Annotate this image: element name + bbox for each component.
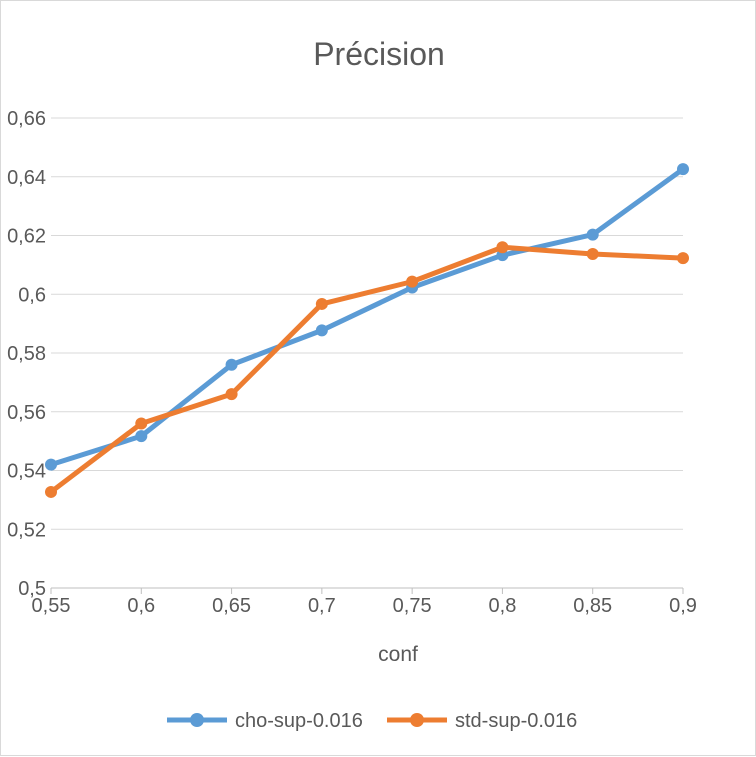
x-tick-label: 0,7 [308, 595, 336, 617]
series-std-sup-0.016 [45, 241, 689, 498]
legend[interactable]: cho-sup-0.016 std-sup-0.016 [167, 710, 577, 732]
x-axis-tick-labels: 0,55 0,6 0,65 0,7 0,75 0,8 0,85 0,9 [32, 595, 697, 617]
data-point [135, 417, 148, 430]
data-point [135, 430, 148, 443]
x-tick-label: 0,9 [669, 595, 697, 617]
data-point [225, 388, 238, 401]
y-tick-label: 0,56 [7, 402, 46, 424]
y-tick-label: 0,66 [7, 108, 46, 130]
legend-label: cho-sup-0.016 [235, 710, 363, 732]
legend-item[interactable]: std-sup-0.016 [387, 710, 577, 732]
series-line [48, 166, 686, 468]
y-tick-label: 0,52 [7, 519, 46, 541]
y-tick-label: 0,5 [18, 578, 46, 600]
data-point [677, 163, 689, 176]
x-tick-label: 0,6 [127, 595, 155, 617]
y-axis-tick-labels: 0,5 0,52 0,54 0,56 0,58 0,6 0,62 0,64 0,66 [7, 108, 46, 600]
y-tick-label: 0,54 [7, 461, 46, 483]
legend-swatch-marker [410, 713, 424, 727]
data-point [225, 358, 238, 371]
y-tick-label: 0,64 [7, 167, 46, 189]
series-lines [45, 163, 689, 498]
gridlines [51, 117, 683, 530]
legend-label: std-sup-0.016 [455, 710, 577, 732]
data-point [45, 485, 57, 498]
axes [50, 587, 684, 594]
y-tick-label: 0,62 [7, 226, 46, 248]
chart-title: Précision [313, 36, 445, 72]
data-point [45, 458, 57, 471]
legend-item[interactable]: cho-sup-0.016 [167, 710, 363, 732]
x-tick-label: 0,65 [212, 595, 251, 617]
series-line [48, 244, 686, 495]
legend-swatch-marker [190, 713, 204, 727]
data-point [315, 324, 328, 337]
y-tick-label: 0,58 [7, 343, 46, 365]
x-axis-title: conf [378, 643, 418, 666]
data-point [496, 241, 509, 254]
y-tick-label: 0,6 [18, 284, 46, 306]
x-tick-label: 0,8 [489, 595, 517, 617]
data-point [315, 297, 328, 310]
x-tick-label: 0,85 [573, 595, 612, 617]
data-point [586, 228, 599, 241]
data-point [406, 275, 419, 288]
x-tick-label: 0,75 [393, 595, 432, 617]
data-point [586, 248, 599, 261]
x-tick-label: 0,55 [32, 595, 71, 617]
data-point [677, 252, 689, 265]
